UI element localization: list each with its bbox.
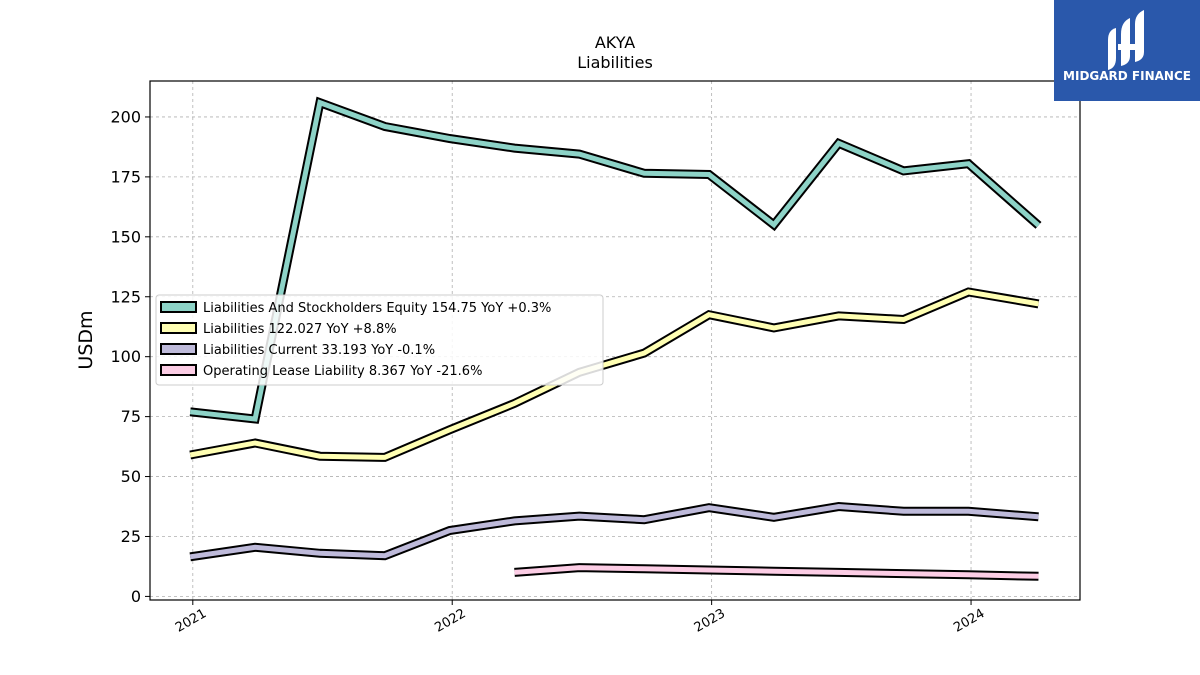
legend-swatch-2 xyxy=(160,343,197,355)
y-tick-label: 50 xyxy=(121,467,141,486)
y-tick-label: 200 xyxy=(110,107,141,126)
legend-swatch-3 xyxy=(160,364,197,376)
y-tick-label: 100 xyxy=(110,347,141,366)
chart-subtitle: Liabilities xyxy=(577,53,653,72)
y-tick-label: 0 xyxy=(131,587,141,606)
plot-frame xyxy=(149,80,1081,601)
y-tick-label: 75 xyxy=(121,407,141,426)
legend-swatch-0 xyxy=(160,301,197,313)
legend-box xyxy=(155,294,604,386)
legend-label-0: Liabilities And Stockholders Equity 154.… xyxy=(203,301,551,316)
series-lines xyxy=(189,96,1042,581)
brand-logo: MIDGARD FINANCE xyxy=(1054,0,1200,101)
legend-label-1: Liabilities 122.027 YoY +8.8% xyxy=(203,322,397,337)
legend-label-3: Operating Lease Liability 8.367 YoY -21.… xyxy=(203,364,482,379)
series-line-1 xyxy=(189,289,1039,460)
y-tick-label: 25 xyxy=(121,527,141,546)
series-line-2 xyxy=(189,503,1039,560)
y-tick-label: 150 xyxy=(110,227,141,246)
y-tick-label: 175 xyxy=(110,167,141,186)
legend-swatch-1 xyxy=(160,322,197,334)
series-line-3 xyxy=(514,565,1039,579)
y-tick-label: 125 xyxy=(110,287,141,306)
midgard-logo-icon xyxy=(1108,10,1144,70)
legend-label-2: Liabilities Current 33.193 YoY -0.1% xyxy=(203,343,435,358)
y-axis-label: USDm xyxy=(75,310,97,369)
legend: Liabilities And Stockholders Equity 154.… xyxy=(155,294,604,386)
chart-title: AKYA xyxy=(595,33,635,52)
brand-name: MIDGARD FINANCE xyxy=(1063,69,1191,83)
series-line-0 xyxy=(189,99,1041,422)
